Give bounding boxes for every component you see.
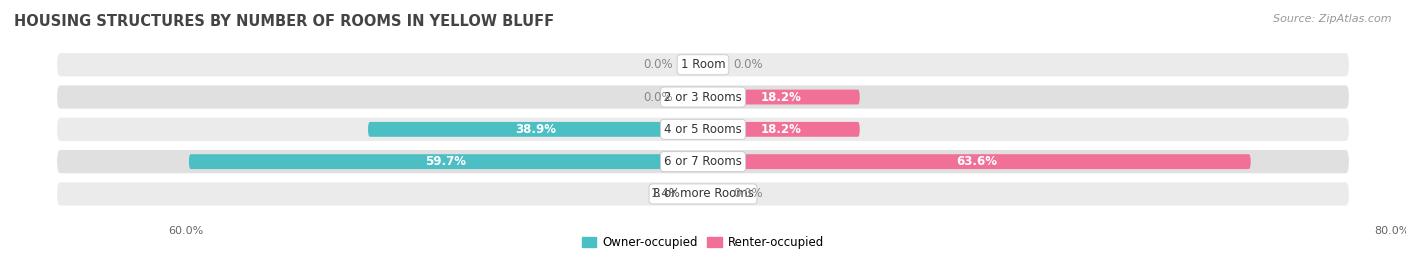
FancyBboxPatch shape: [690, 187, 703, 201]
Text: HOUSING STRUCTURES BY NUMBER OF ROOMS IN YELLOW BLUFF: HOUSING STRUCTURES BY NUMBER OF ROOMS IN…: [14, 14, 554, 29]
FancyBboxPatch shape: [58, 150, 1348, 173]
FancyBboxPatch shape: [58, 182, 1348, 205]
Text: Source: ZipAtlas.com: Source: ZipAtlas.com: [1274, 14, 1392, 23]
FancyBboxPatch shape: [703, 122, 859, 137]
Text: 0.0%: 0.0%: [733, 58, 763, 71]
Text: 0.0%: 0.0%: [643, 58, 673, 71]
Text: 2 or 3 Rooms: 2 or 3 Rooms: [664, 90, 742, 104]
Text: 18.2%: 18.2%: [761, 90, 801, 104]
Text: 1.4%: 1.4%: [651, 187, 681, 200]
Text: 8 or more Rooms: 8 or more Rooms: [652, 187, 754, 200]
Legend: Owner-occupied, Renter-occupied: Owner-occupied, Renter-occupied: [578, 231, 828, 254]
FancyBboxPatch shape: [368, 122, 703, 137]
Text: 59.7%: 59.7%: [426, 155, 467, 168]
FancyBboxPatch shape: [58, 53, 1348, 76]
Text: 6 or 7 Rooms: 6 or 7 Rooms: [664, 155, 742, 168]
FancyBboxPatch shape: [703, 154, 1251, 169]
FancyBboxPatch shape: [58, 118, 1348, 141]
Text: 63.6%: 63.6%: [956, 155, 997, 168]
Text: 0.0%: 0.0%: [643, 90, 673, 104]
FancyBboxPatch shape: [703, 90, 859, 104]
Text: 18.2%: 18.2%: [761, 123, 801, 136]
FancyBboxPatch shape: [188, 154, 703, 169]
Text: 38.9%: 38.9%: [515, 123, 555, 136]
Text: 0.0%: 0.0%: [733, 187, 763, 200]
FancyBboxPatch shape: [58, 85, 1348, 109]
Text: 4 or 5 Rooms: 4 or 5 Rooms: [664, 123, 742, 136]
Text: 1 Room: 1 Room: [681, 58, 725, 71]
